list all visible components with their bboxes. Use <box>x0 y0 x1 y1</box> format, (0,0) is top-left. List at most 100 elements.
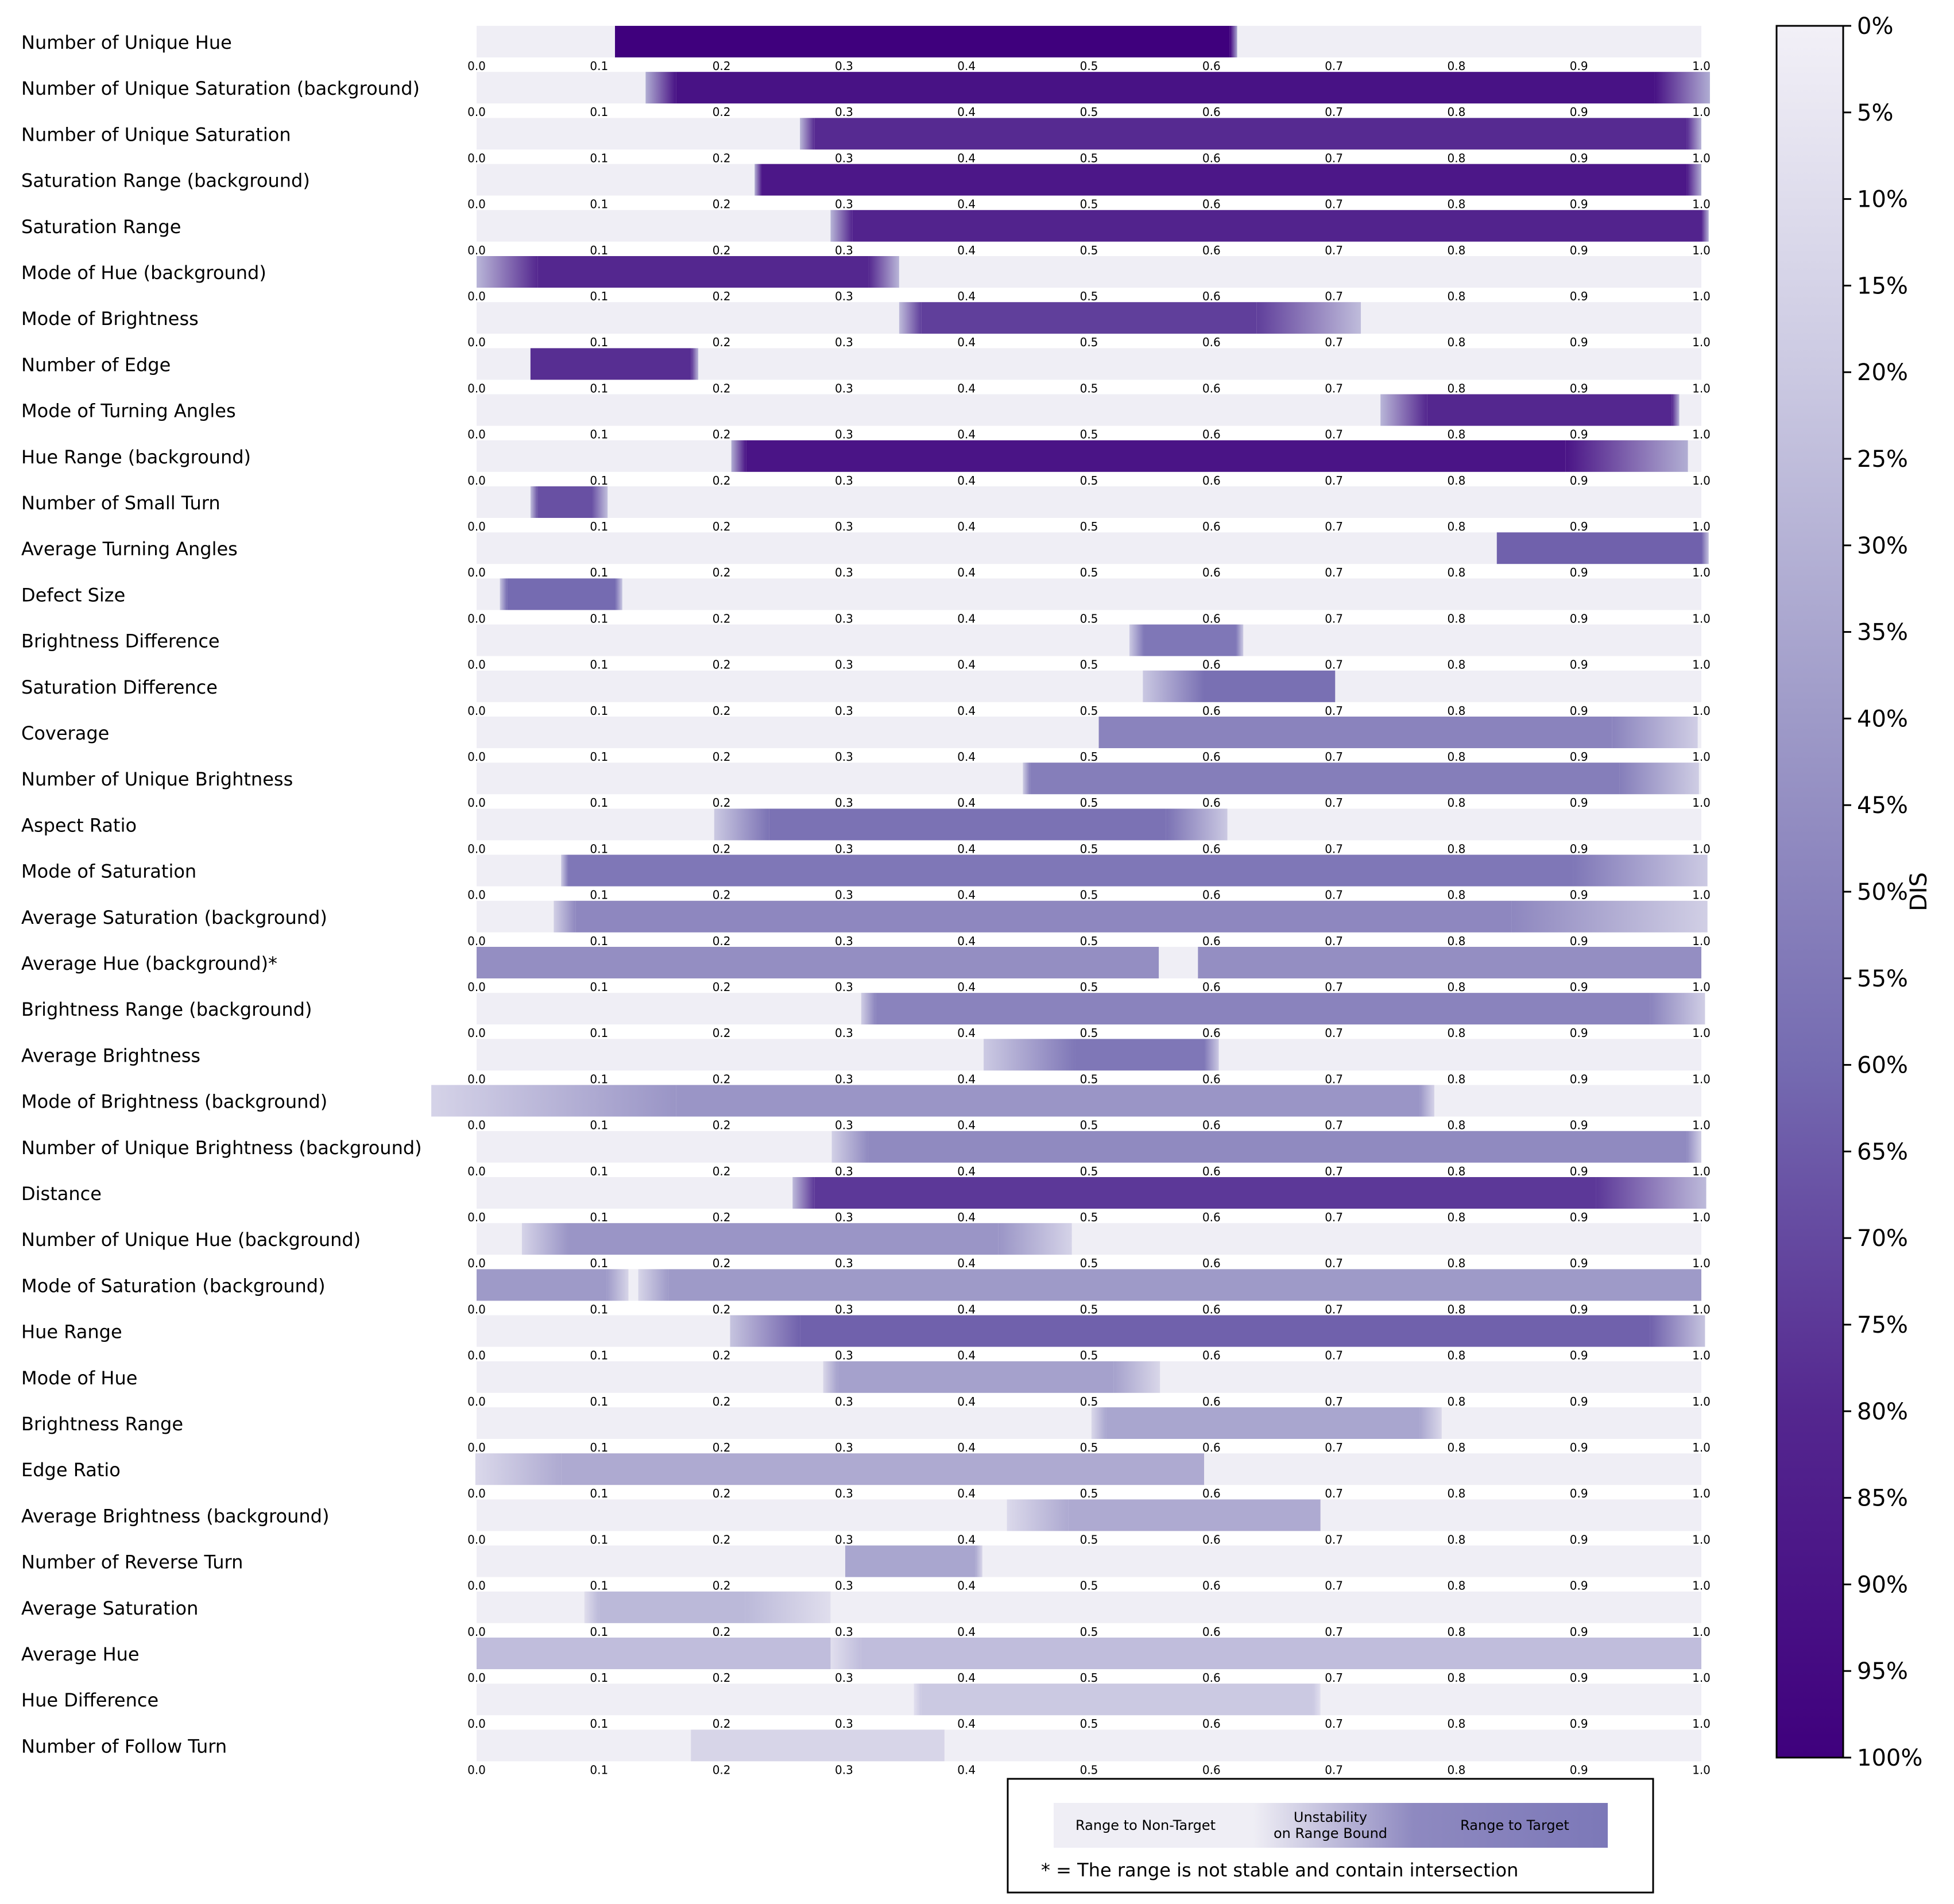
x-tick-label: 1.0 <box>1692 796 1711 810</box>
x-tick-label: 0.9 <box>1570 1671 1588 1685</box>
x-tick-label: 0.8 <box>1447 612 1465 625</box>
x-tick-label: 0.9 <box>1570 198 1588 211</box>
x-tick-label: 0.4 <box>957 1164 976 1178</box>
x-tick-label: 1.0 <box>1692 1717 1711 1731</box>
x-tick-label: 0.4 <box>957 198 976 211</box>
x-tick-label: 0.3 <box>835 1579 853 1593</box>
x-tick-label: 0.8 <box>1447 428 1465 442</box>
x-tick-label: 0.4 <box>957 1671 976 1685</box>
x-tick-label: 0.2 <box>713 59 731 73</box>
x-tick-label: 0.5 <box>1080 980 1098 994</box>
x-tick-label: 0.8 <box>1447 750 1465 764</box>
chart-row: Mode of Saturation 0.0 0.1 0.2 0.3 0.4 0.5 0.6 0… <box>21 854 1711 902</box>
x-tick-label: 0.2 <box>713 1302 731 1316</box>
unstable-bound-right <box>606 1269 629 1301</box>
unstable-bound-right <box>1596 1177 1707 1209</box>
x-tick-label: 0.7 <box>1325 1072 1343 1086</box>
x-tick-label: 0.5 <box>1080 1164 1098 1178</box>
row-label: Average Hue (background)* <box>21 953 277 974</box>
chart-row: Hue Range 0.0 0.1 0.2 0.3 0.4 0.5 0.6 0.7 0.8 0.9 1… <box>21 1315 1711 1363</box>
x-tick-label: 0.2 <box>713 1763 731 1777</box>
x-tick-label: 0.5 <box>1080 520 1098 533</box>
unstable-bound-right <box>591 486 608 518</box>
x-tick-label: 1.0 <box>1692 1302 1711 1316</box>
chart-row: Hue Difference 0.0 0.1 0.2 0.3 0.4 0.5 0.6 0.7 0.… <box>21 1684 1711 1731</box>
range-bar <box>668 1269 1701 1301</box>
row-label: Hue Difference <box>21 1689 158 1711</box>
x-tick-label: 0.6 <box>1202 198 1221 211</box>
x-tick-label: 0.8 <box>1447 1487 1465 1500</box>
x-tick-label: 0.7 <box>1325 151 1343 165</box>
x-tick-label: 0.7 <box>1325 1026 1343 1040</box>
legend-unstable-label-line2: on Range Bound <box>1274 1825 1387 1841</box>
x-tick-label: 0.1 <box>590 1487 608 1500</box>
x-tick-label: 0.4 <box>957 980 976 994</box>
x-tick-label: 0.8 <box>1447 151 1465 165</box>
x-tick-label: 0.5 <box>1080 796 1098 810</box>
chart-row: Number of Edge 0.0 0.1 0.2 0.3 0.4 0.5 0.6 0.7 0.… <box>21 348 1711 395</box>
colorbar-tick-label: 80% <box>1857 1399 1908 1425</box>
chart-row: Mode of Brightness 0.0 0.1 0.2 0.3 0.4 0.5 0.6 0… <box>21 302 1711 349</box>
x-tick-label: 0.9 <box>1570 1072 1588 1086</box>
x-tick-label: 0.5 <box>1080 1441 1098 1454</box>
row-label: Saturation Difference <box>21 676 218 698</box>
x-tick-label: 0.1 <box>590 1256 608 1270</box>
row-label: Edge Ratio <box>21 1459 121 1481</box>
row-label: Mode of Saturation <box>21 861 196 883</box>
x-tick-label: 0.9 <box>1570 1395 1588 1408</box>
x-tick-label: 0.5 <box>1080 1026 1098 1040</box>
x-tick-label: 0.0 <box>467 381 486 395</box>
chart-row: Average Hue (background)* 0.0 0.1 0.2 0.3 0.4… <box>21 947 1711 994</box>
row-label: Hue Range (background) <box>21 446 251 468</box>
x-tick-label: 0.3 <box>835 934 853 948</box>
colorbar-tick-label: 45% <box>1857 792 1908 819</box>
x-tick-label: 0.3 <box>835 381 853 395</box>
x-tick-label: 0.7 <box>1325 474 1343 487</box>
unstable-bound-right <box>1313 1684 1321 1716</box>
x-tick-label: 0.0 <box>467 934 486 948</box>
x-tick-label: 0.0 <box>467 1763 486 1777</box>
unstable-bound-left <box>645 72 676 104</box>
x-tick-label: 0.1 <box>590 243 608 257</box>
unstable-bound-left <box>500 578 508 610</box>
x-tick-label: 0.0 <box>467 1026 486 1040</box>
unstable-bound-left <box>792 1177 815 1209</box>
colorbar-tick-label: 40% <box>1857 706 1908 732</box>
unstable-bound-right <box>1701 210 1709 242</box>
x-tick-label: 0.9 <box>1570 105 1588 119</box>
x-tick-label: 0.5 <box>1080 1487 1098 1500</box>
unstable-bound-right <box>998 1223 1072 1255</box>
range-bar <box>530 348 691 380</box>
x-tick-label: 1.0 <box>1692 1349 1711 1363</box>
x-tick-label: 0.9 <box>1570 1533 1588 1546</box>
colorbar-tick-label: 95% <box>1857 1658 1908 1685</box>
x-tick-label: 0.6 <box>1202 934 1221 948</box>
x-tick-label: 0.6 <box>1202 842 1221 856</box>
x-tick-label: 1.0 <box>1692 289 1711 303</box>
colorbar-tick-label: 25% <box>1857 446 1908 473</box>
range-bar <box>868 1131 1687 1163</box>
colorbar-tick-label: 70% <box>1857 1225 1908 1252</box>
x-tick-label: 0.3 <box>835 151 853 165</box>
x-tick-label: 0.2 <box>713 381 731 395</box>
x-tick-label: 0.8 <box>1447 1302 1465 1316</box>
x-tick-label: 0.8 <box>1447 1349 1465 1363</box>
x-tick-label: 0.9 <box>1570 474 1588 487</box>
x-tick-label: 0.1 <box>590 612 608 625</box>
x-tick-label: 0.4 <box>957 1763 976 1777</box>
range-bar <box>537 256 869 288</box>
row-track <box>477 486 1701 518</box>
x-tick-label: 0.5 <box>1080 566 1098 579</box>
x-tick-label: 0.2 <box>713 1210 731 1224</box>
row-track <box>477 1545 1701 1577</box>
range-bar <box>507 578 616 610</box>
unstable-bound-right <box>1565 440 1688 472</box>
unstable-bound-right <box>1612 717 1698 748</box>
x-tick-label: 0.9 <box>1570 59 1588 73</box>
x-tick-label: 0.4 <box>957 289 976 303</box>
unstable-bound-left <box>823 1361 838 1393</box>
unstable-bound-right <box>1686 164 1701 196</box>
x-tick-label: 0.3 <box>835 474 853 487</box>
x-tick-label: 0.9 <box>1570 842 1588 856</box>
x-tick-label: 0.6 <box>1202 1302 1221 1316</box>
